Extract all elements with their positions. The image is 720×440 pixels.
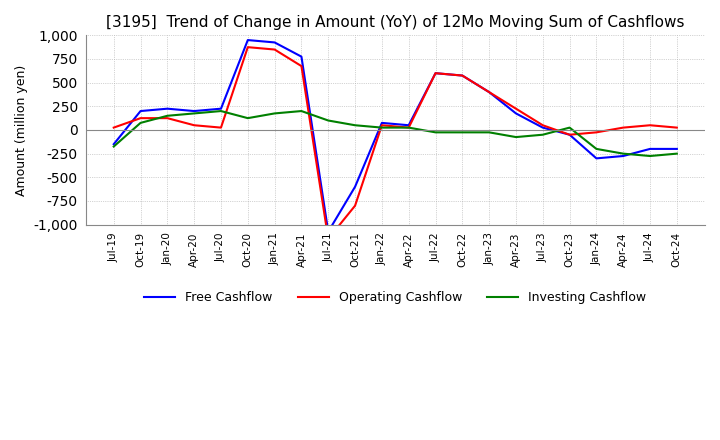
Line: Operating Cashflow: Operating Cashflow — [114, 47, 677, 239]
Operating Cashflow — [109, 125, 118, 130]
Investing Cashflow — [270, 111, 279, 116]
Operating Cashflow — [136, 116, 145, 121]
Investing Cashflow — [297, 108, 306, 114]
Y-axis label: Amount (million yen): Amount (million yen) — [15, 64, 28, 196]
Operating Cashflow — [405, 125, 413, 130]
Free Cashflow — [431, 70, 440, 76]
Free Cashflow — [243, 37, 252, 43]
Investing Cashflow — [217, 108, 225, 114]
Free Cashflow — [297, 54, 306, 59]
Operating Cashflow — [377, 123, 386, 128]
Investing Cashflow — [619, 151, 628, 156]
Free Cashflow — [539, 125, 547, 130]
Operating Cashflow — [163, 116, 171, 121]
Investing Cashflow — [485, 130, 493, 135]
Free Cashflow — [565, 132, 574, 137]
Free Cashflow — [672, 146, 681, 151]
Operating Cashflow — [646, 123, 654, 128]
Investing Cashflow — [565, 125, 574, 130]
Investing Cashflow — [458, 130, 467, 135]
Free Cashflow — [190, 108, 199, 114]
Operating Cashflow — [190, 123, 199, 128]
Investing Cashflow — [672, 151, 681, 156]
Operating Cashflow — [431, 70, 440, 76]
Free Cashflow — [512, 111, 521, 116]
Free Cashflow — [377, 120, 386, 125]
Investing Cashflow — [109, 144, 118, 149]
Free Cashflow — [136, 108, 145, 114]
Operating Cashflow — [539, 123, 547, 128]
Free Cashflow — [270, 40, 279, 45]
Free Cashflow — [405, 123, 413, 128]
Operating Cashflow — [619, 125, 628, 130]
Legend: Free Cashflow, Operating Cashflow, Investing Cashflow: Free Cashflow, Operating Cashflow, Inves… — [139, 286, 652, 309]
Investing Cashflow — [431, 130, 440, 135]
Operating Cashflow — [458, 73, 467, 78]
Free Cashflow — [485, 89, 493, 95]
Operating Cashflow — [485, 89, 493, 95]
Free Cashflow — [324, 229, 333, 235]
Investing Cashflow — [351, 123, 359, 128]
Investing Cashflow — [243, 116, 252, 121]
Investing Cashflow — [190, 111, 199, 116]
Investing Cashflow — [377, 125, 386, 130]
Investing Cashflow — [512, 135, 521, 140]
Operating Cashflow — [217, 125, 225, 130]
Investing Cashflow — [646, 154, 654, 159]
Operating Cashflow — [565, 132, 574, 137]
Free Cashflow — [163, 106, 171, 111]
Operating Cashflow — [512, 106, 521, 111]
Operating Cashflow — [592, 130, 600, 135]
Investing Cashflow — [405, 125, 413, 130]
Operating Cashflow — [672, 125, 681, 130]
Operating Cashflow — [351, 203, 359, 208]
Operating Cashflow — [297, 63, 306, 69]
Free Cashflow — [619, 154, 628, 159]
Free Cashflow — [217, 106, 225, 111]
Operating Cashflow — [243, 44, 252, 50]
Title: [3195]  Trend of Change in Amount (YoY) of 12Mo Moving Sum of Cashflows: [3195] Trend of Change in Amount (YoY) o… — [106, 15, 685, 30]
Investing Cashflow — [136, 120, 145, 125]
Investing Cashflow — [592, 146, 600, 151]
Investing Cashflow — [324, 118, 333, 123]
Investing Cashflow — [163, 113, 171, 118]
Operating Cashflow — [324, 236, 333, 242]
Operating Cashflow — [270, 47, 279, 52]
Free Cashflow — [646, 146, 654, 151]
Line: Free Cashflow: Free Cashflow — [114, 40, 677, 232]
Free Cashflow — [351, 184, 359, 189]
Free Cashflow — [458, 73, 467, 78]
Free Cashflow — [109, 142, 118, 147]
Investing Cashflow — [539, 132, 547, 137]
Line: Investing Cashflow: Investing Cashflow — [114, 111, 677, 156]
Free Cashflow — [592, 156, 600, 161]
